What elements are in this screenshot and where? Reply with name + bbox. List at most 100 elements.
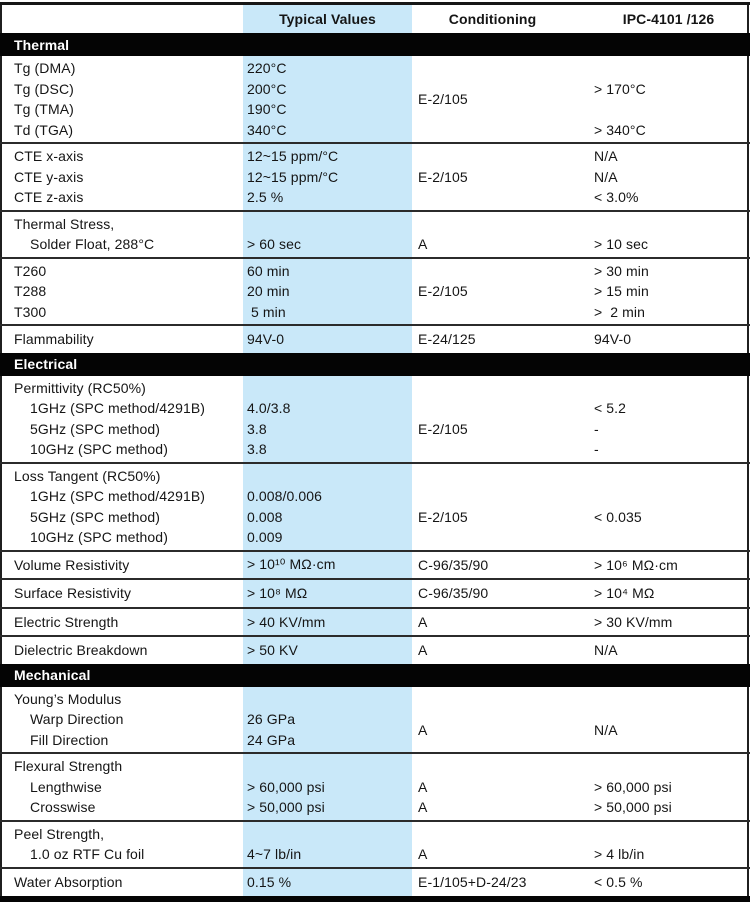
ipc-limit-cell: 94V-0: [594, 331, 632, 348]
ipc-limit-cell: > 50,000 psi: [594, 799, 672, 816]
property-label: Td (TGA): [14, 121, 74, 138]
property-group: T260 60 min > 30 min T288 20 min > 15 min T300…: [0, 259, 750, 325]
property-label: Tg (TMA): [14, 101, 74, 118]
conditioning-cell: C-96/35/90: [418, 556, 489, 573]
typical-value-cell: 12~15 ppm/°C: [247, 168, 339, 185]
property-label: Young’s Modulus: [14, 690, 122, 707]
property-label: T288: [14, 283, 47, 300]
ipc-limit-cell: > 4 lb/in: [594, 846, 645, 863]
property-label: Fill Direction: [30, 731, 109, 748]
property-label: Thermal Stress,: [14, 215, 115, 232]
ipc-limit-cell: < 0.5 %: [594, 873, 643, 890]
typical-value-cell: 3.8: [247, 420, 267, 437]
conditioning-cell: E-2/105: [418, 420, 468, 437]
ipc-limit-cell: < 5.2: [594, 400, 627, 417]
row-group-divider: [0, 461, 750, 464]
ipc-limit-cell: N/A: [594, 148, 618, 165]
row-group-divider: [0, 866, 750, 869]
section-bar-mechanical: Mechanical: [0, 663, 750, 687]
typical-value-cell: > 50 KV: [247, 642, 298, 659]
typical-value-cell: 24 GPa: [247, 731, 296, 748]
property-label: Volume Resistivity: [14, 556, 130, 573]
property-label: Electric Strength: [14, 613, 119, 630]
ipc-limit-cell: -: [594, 420, 599, 437]
conditioning-cell: C-96/35/90: [418, 585, 489, 602]
ipc-limit-cell: -: [594, 441, 599, 458]
property-label: Surface Resistivity: [14, 585, 132, 602]
row-group-divider: [0, 606, 750, 609]
column-header-typical-values: Typical Values: [279, 11, 376, 27]
typical-value-cell: 94V-0: [247, 331, 285, 348]
typical-value-cell: 0.15 %: [247, 873, 292, 890]
property-label: Water Absorption: [14, 873, 123, 890]
table-left-border: [0, 5, 2, 896]
typical-value-cell: > 10⁸ MΩ: [247, 585, 308, 602]
ipc-limit-cell: > 2 min: [594, 303, 645, 320]
ipc-limit-cell: > 340°C: [594, 121, 646, 138]
ipc-limit-cell: > 15 min: [594, 283, 649, 300]
conditioning-cell: A: [418, 721, 428, 738]
column-header-ipc-4101: IPC-4101 /126: [622, 11, 715, 27]
conditioning-cell: E-24/125: [418, 331, 476, 348]
property-label: Flammability: [14, 331, 94, 348]
typical-value-cell: 340°C: [247, 121, 287, 138]
row-group-divider: [0, 578, 750, 580]
conditioning-cell: E-1/105+D-24/23: [418, 873, 527, 890]
row-group-divider: [0, 549, 750, 552]
typical-value-cell: 0.009: [247, 529, 283, 546]
typical-value-cell: 60 min: [247, 262, 290, 279]
property-label: 1GHz (SPC method/4291B): [30, 488, 206, 505]
property-label: 1.0 oz RTF Cu foil: [30, 846, 145, 863]
property-group: Peel Strength, 1.0 oz RTF Cu foil 4~7 lb/i…: [0, 822, 750, 867]
column-header-row: Typical Values Conditioning IPC-4101 /12…: [0, 5, 750, 33]
typical-value-cell: 12~15 ppm/°C: [247, 148, 339, 165]
typical-value-cell: 4~7 lb/in: [247, 846, 302, 863]
table-body: Thermal Tg (DMA) 220°C Tg (DSC) 200°C > 170°C…: [0, 33, 750, 895]
property-label: Loss Tangent (RC50%): [14, 467, 161, 484]
property-group: Flammability 94V-0 E-24/125 94V-0: [0, 326, 750, 353]
typical-value-cell: 0.008/0.006: [247, 488, 323, 505]
typical-value-cell: 220°C: [247, 60, 287, 77]
table-bottom-border: [0, 896, 750, 902]
property-group: Surface Resistivity > 10⁸ MΩ C-96/35/90 > 1…: [0, 580, 750, 607]
ipc-limit-cell: > 170°C: [594, 80, 646, 97]
typical-value-cell: 5 min: [247, 303, 286, 320]
property-label: 10GHz (SPC method): [30, 441, 168, 458]
property-label: CTE z-axis: [14, 189, 84, 206]
table-top-border: [0, 2, 750, 5]
table-right-border: [747, 5, 749, 896]
property-group: CTE x-axis 12~15 ppm/°C N/A CTE y-axis 12~15…: [0, 144, 750, 210]
ipc-limit-cell: N/A: [594, 721, 618, 738]
typical-value-cell: 190°C: [247, 101, 287, 118]
property-label: T260: [14, 262, 47, 279]
typical-value-cell: 3.8: [247, 441, 267, 458]
conditioning-cell: E-2/105: [418, 168, 468, 185]
property-group: Permittivity (RC50%) 1GHz (SPC method/429…: [0, 376, 750, 462]
conditioning-cell: A: [418, 642, 428, 659]
typical-value-cell: 26 GPa: [247, 711, 296, 728]
typical-value-cell: 4.0/3.8: [247, 400, 291, 417]
conditioning-cell: E-2/105: [418, 508, 468, 525]
row-group-divider: [0, 209, 750, 212]
property-group: Electric Strength > 40 KV/mm A > 30 KV/mm: [0, 609, 750, 636]
typical-value-cell: > 10¹⁰ MΩ·cm: [247, 556, 336, 573]
typical-value-cell: > 40 KV/mm: [247, 613, 326, 630]
ipc-limit-cell: > 30 KV/mm: [594, 613, 673, 630]
property-label: Warp Direction: [30, 711, 124, 728]
ipc-limit-cell: > 30 min: [594, 262, 649, 279]
row-group-divider: [0, 819, 750, 822]
ipc-limit-cell: > 60,000 psi: [594, 778, 672, 795]
property-group: Dielectric Breakdown > 50 KV A N/A: [0, 637, 750, 664]
property-group: Thermal Stress, Solder Float, 288°C > 60 s…: [0, 212, 750, 257]
property-group: Loss Tangent (RC50%) 1GHz (SPC method/429…: [0, 464, 750, 550]
property-label: Tg (DMA): [14, 60, 76, 77]
row-group-divider: [0, 635, 750, 637]
property-label: Lengthwise: [30, 778, 102, 795]
conditioning-cell: A: [418, 846, 428, 863]
typical-value-cell: > 60,000 psi: [247, 778, 325, 795]
column-header-conditioning: Conditioning: [448, 11, 537, 27]
typical-value-cell: 0.008: [247, 508, 283, 525]
property-group: Water Absorption 0.15 % E-1/105+D-24/23 < 0…: [0, 869, 750, 896]
conditioning-cell: A: [418, 778, 428, 795]
